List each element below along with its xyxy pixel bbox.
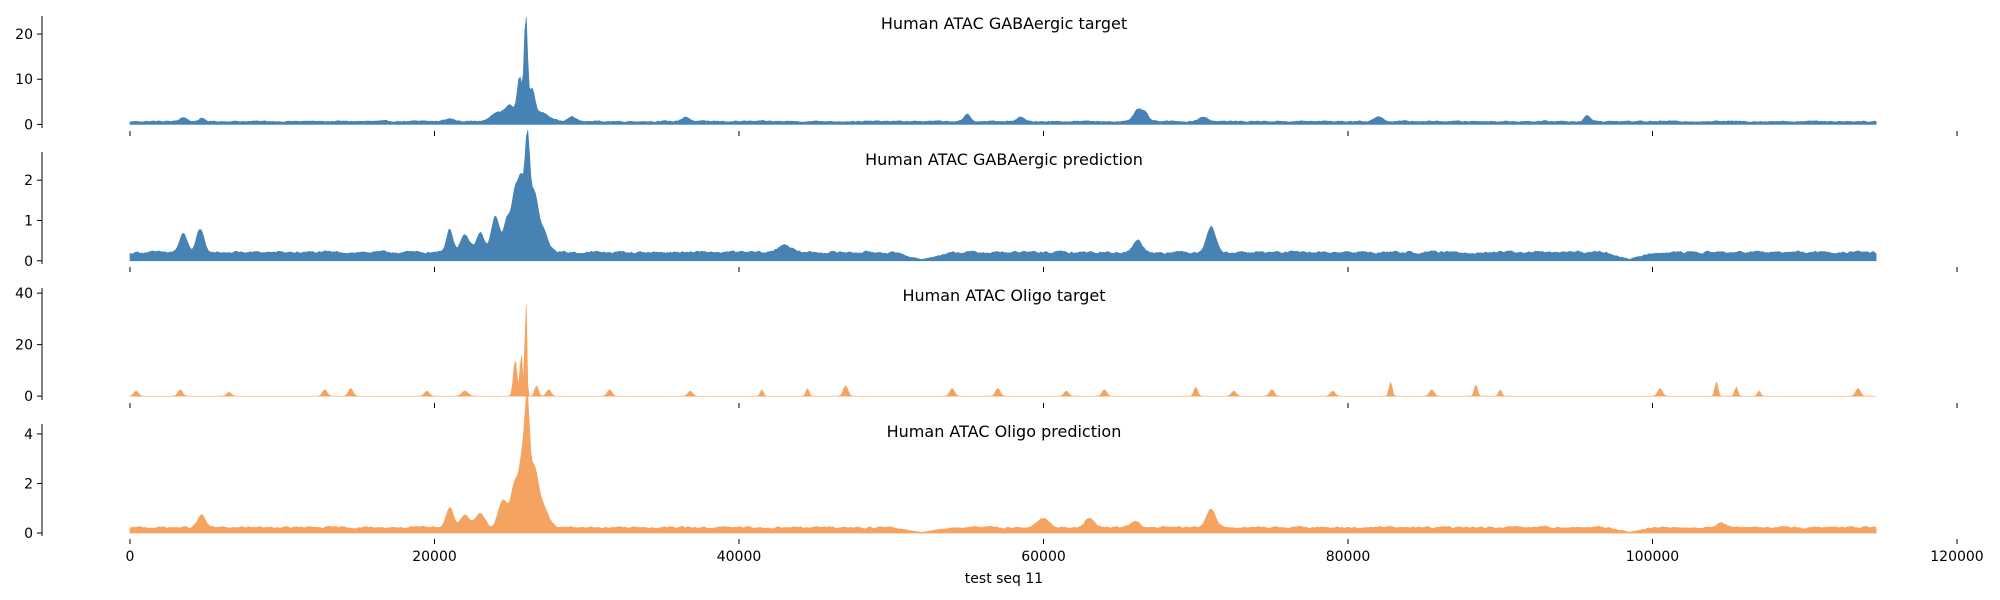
y-tick-label: 1: [24, 213, 33, 229]
x-tick-label: 40000: [717, 549, 762, 565]
y-tick-label: 0: [24, 254, 33, 270]
y-tick-label: 2: [24, 476, 33, 492]
x-tick-label: 80000: [1326, 549, 1371, 565]
y-tick-label: 20: [15, 338, 33, 354]
x-tick-label: 0: [126, 549, 135, 565]
x-tick-label: 60000: [1021, 549, 1066, 565]
panel-title: Human ATAC Oligo prediction: [887, 422, 1122, 441]
area-series-2: [129, 130, 1877, 262]
panel-title: Human ATAC GABAergic prediction: [865, 150, 1143, 169]
y-tick-label: 40: [15, 286, 33, 302]
panel-3: 0 20 40 Human ATAC Oligo target: [15, 286, 1958, 408]
y-tick-label: 0: [24, 117, 33, 133]
panel-1: 0 10 20 Human ATAC GABAergic target: [15, 14, 1958, 136]
panel-title: Human ATAC Oligo target: [902, 286, 1105, 305]
panel-2: 0 1 2 Human ATAC GABAergic prediction: [24, 130, 1958, 272]
y-tick-label: 20: [15, 27, 33, 43]
y-tick-label: 0: [24, 389, 33, 405]
area-series-4: [129, 394, 1877, 534]
panel-title: Human ATAC GABAergic target: [881, 14, 1127, 33]
x-tick-label: 20000: [412, 549, 457, 565]
panel-4: 0 2 4 Human ATAC Oligo prediction: [24, 394, 1958, 544]
y-tick-label: 4: [24, 427, 33, 443]
y-tick-label: 0: [24, 526, 33, 542]
y-tick-label: 2: [24, 173, 33, 189]
x-tick-label: 120000: [1930, 549, 1983, 565]
y-tick-label: 10: [15, 72, 33, 88]
area-series-1: [129, 17, 1877, 125]
x-axis-title: test seq 11: [965, 571, 1043, 587]
x-tick-label: 100000: [1626, 549, 1679, 565]
x-axis: 0 20000 40000 60000 80000 100000 120000: [126, 549, 1984, 565]
area-series-3: [129, 304, 1877, 397]
